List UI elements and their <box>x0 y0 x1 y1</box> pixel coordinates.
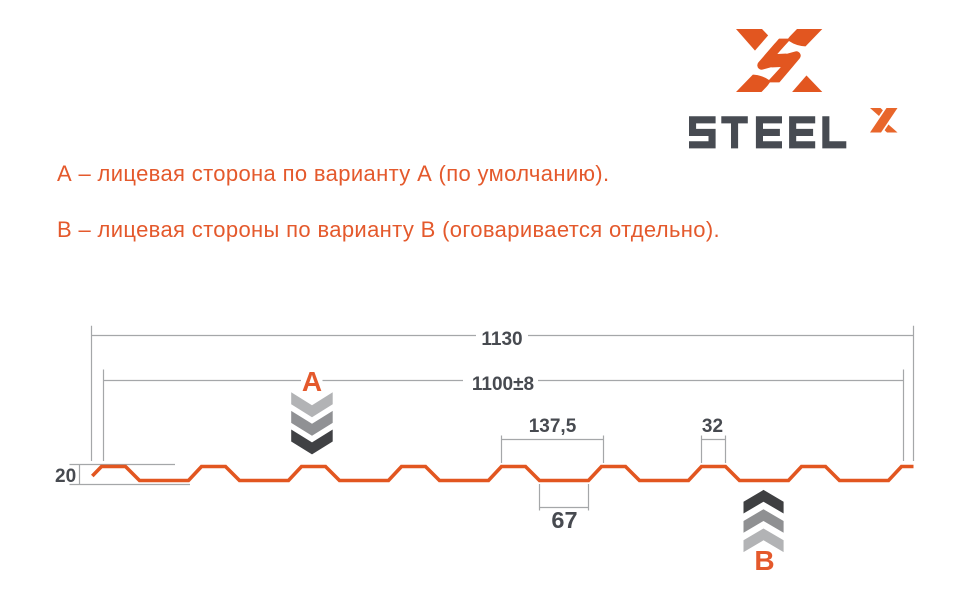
svg-text:32: 32 <box>702 416 723 437</box>
svg-text:А: А <box>302 366 322 397</box>
svg-text:67: 67 <box>551 507 577 533</box>
svg-text:137,5: 137,5 <box>529 416 577 437</box>
svg-text:А – лицевая сторона по вариант: А – лицевая сторона по варианту А (по ум… <box>57 161 609 186</box>
svg-text:В: В <box>754 545 774 576</box>
svg-text:1130: 1130 <box>481 329 522 350</box>
svg-text:В – лицевая стороны по вариант: В – лицевая стороны по варианту В (огова… <box>57 217 720 242</box>
svg-text:20: 20 <box>55 466 76 487</box>
svg-text:1100±8: 1100±8 <box>472 374 534 395</box>
